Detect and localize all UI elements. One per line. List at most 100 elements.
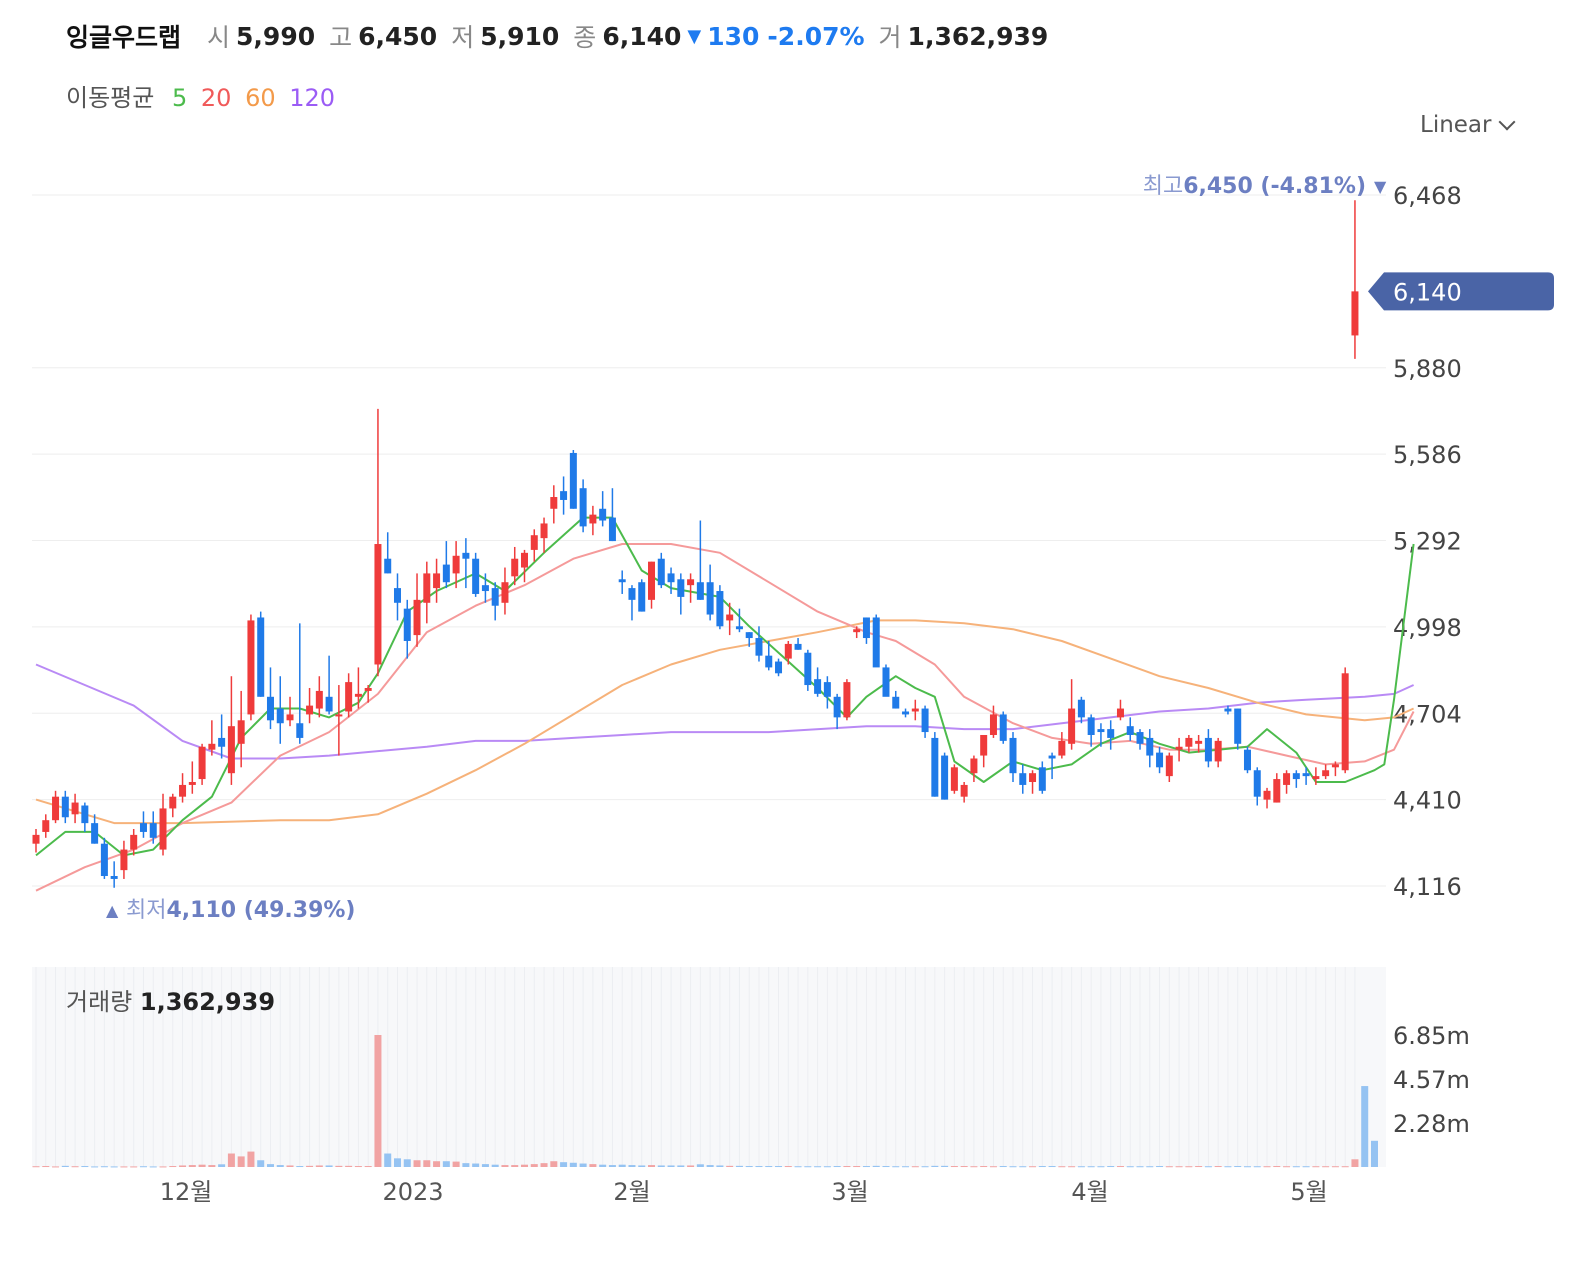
volume-bar (1351, 1159, 1359, 1167)
volume-bar (853, 1166, 861, 1168)
candle-body (726, 614, 734, 621)
volume-bar (755, 1166, 763, 1168)
volume-bar (81, 1166, 89, 1168)
price-tick-label: 4,704 (1393, 700, 1462, 728)
candle (1136, 729, 1144, 750)
candle (911, 699, 919, 721)
volume-bar (628, 1165, 636, 1167)
candle-body (843, 682, 851, 718)
volume-bar (91, 1166, 99, 1168)
ma5-legend[interactable]: 5 (171, 84, 188, 112)
volume-bar (188, 1165, 196, 1167)
candle (775, 658, 783, 677)
current-price-label: 6,140 (1393, 278, 1462, 306)
volume-bar (726, 1165, 734, 1167)
low-label: 저 (451, 23, 475, 52)
candle (921, 705, 929, 738)
candle-body (1048, 755, 1056, 759)
volume-bar (911, 1166, 919, 1168)
volume-bar (452, 1161, 460, 1167)
ma20-legend[interactable]: 20 (200, 84, 232, 112)
candle (628, 585, 636, 621)
volume-bar (481, 1164, 489, 1167)
candle-body (208, 743, 216, 750)
candle (433, 558, 441, 603)
candle (618, 570, 626, 594)
volume-bar (521, 1164, 528, 1167)
candle (81, 802, 89, 832)
candle-body (266, 696, 274, 721)
candle (335, 685, 343, 756)
volume-bar (970, 1166, 978, 1168)
candle (237, 690, 245, 768)
candle (892, 690, 900, 709)
candle-body (345, 682, 353, 712)
volume-bar (1048, 1166, 1056, 1168)
candle-body (755, 638, 763, 656)
candle (159, 793, 167, 856)
candle-body (315, 690, 323, 709)
ma20-line (35, 543, 1415, 892)
volume-bar (687, 1165, 695, 1167)
candle-body (1126, 726, 1134, 735)
candle (1019, 764, 1027, 794)
candle-body (1087, 717, 1095, 735)
scale-select[interactable]: Linear (1420, 112, 1516, 138)
volume-bar (237, 1156, 245, 1167)
candle-body (775, 661, 783, 674)
low-value: 5,910 (480, 21, 560, 51)
candle (1214, 737, 1222, 768)
candle-body (657, 558, 665, 586)
change-percent: -2.07% (767, 21, 865, 51)
high-label: 고 (329, 23, 353, 52)
candle-body (569, 452, 577, 509)
volume-bar (667, 1165, 675, 1167)
candle (345, 673, 353, 718)
candle (1077, 696, 1085, 724)
candle-body (306, 705, 314, 715)
ma5-line (35, 516, 1415, 857)
candle (521, 549, 528, 583)
ma120-legend[interactable]: 120 (289, 84, 336, 112)
candle (882, 664, 890, 697)
candle-body (765, 655, 773, 668)
candle-body (413, 599, 421, 636)
candle (1048, 752, 1056, 780)
volume-bar (159, 1166, 167, 1168)
candle (540, 517, 548, 553)
candle (1009, 732, 1017, 782)
ma60-legend[interactable]: 60 (245, 84, 276, 112)
volume-value: 1,362,939 (907, 21, 1049, 51)
volume-bar (42, 1166, 50, 1168)
volume-bar (1068, 1166, 1076, 1168)
candle-body (374, 544, 382, 665)
volume-bar (325, 1165, 333, 1167)
candle-body (159, 808, 167, 850)
volume-bar (1283, 1166, 1291, 1168)
candle (423, 561, 431, 624)
volume-bar (950, 1166, 958, 1168)
volume-bar (393, 1158, 401, 1167)
candle (941, 752, 949, 800)
price-tick-label: 6,468 (1393, 182, 1462, 210)
candle (677, 573, 685, 615)
candle (462, 538, 470, 589)
volume-panel (32, 967, 1386, 1167)
volume-bar (550, 1161, 558, 1167)
candle-body (599, 508, 607, 521)
close-value: 6,140 (602, 21, 682, 51)
candle (716, 585, 724, 630)
candle (814, 667, 822, 697)
volume-bar (618, 1164, 626, 1167)
candle-body (862, 617, 870, 639)
candle-body (579, 488, 587, 527)
open-value: 5,990 (236, 21, 316, 51)
volume-bar (1165, 1166, 1173, 1168)
candle-body (276, 708, 284, 724)
x-tick-label: 12월 (160, 1178, 213, 1206)
candle-body (237, 720, 245, 744)
volume-bar (716, 1165, 724, 1167)
candle-body (452, 555, 460, 574)
candle (726, 602, 734, 636)
